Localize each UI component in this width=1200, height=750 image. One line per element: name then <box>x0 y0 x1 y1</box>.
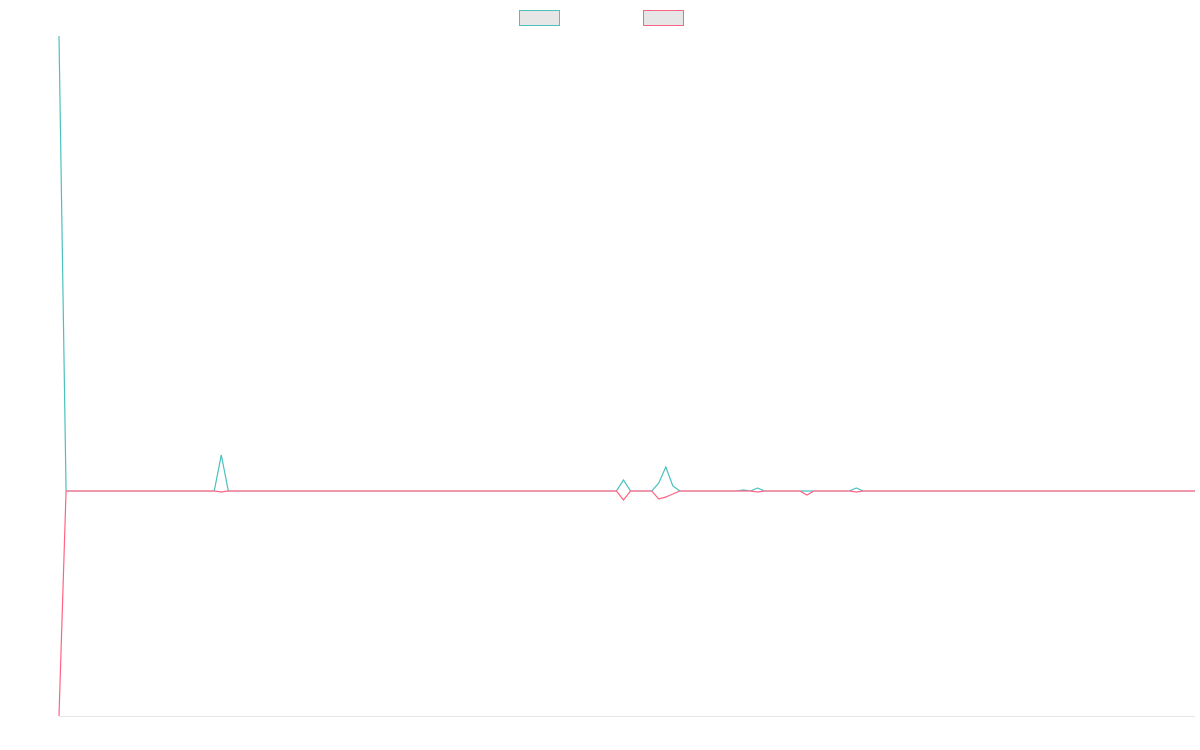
data-line <box>58 490 1195 717</box>
data-line <box>58 35 1195 492</box>
legend-swatch[interactable] <box>519 10 560 26</box>
legend-swatch[interactable] <box>643 10 684 26</box>
